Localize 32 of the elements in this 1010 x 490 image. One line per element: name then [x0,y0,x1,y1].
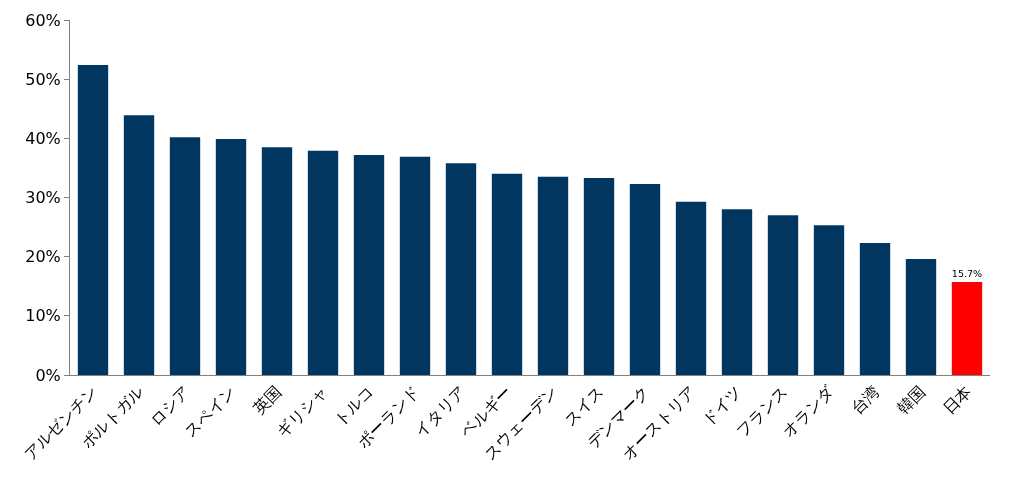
y-tick-label: 10% [25,306,61,326]
y-tick-label: 40% [25,128,61,148]
x-tick-label: 英国 [249,382,286,419]
bar [123,115,155,375]
x-tick-label: 台湾 [847,382,884,419]
bar [583,177,615,375]
bar [859,243,891,375]
bar [307,150,339,375]
x-tick-label: 日本 [939,382,976,419]
bar [905,259,937,375]
bar [537,176,569,375]
bar [813,225,845,375]
bar [767,215,799,375]
bar [629,183,661,375]
y-tick-label: 60% [25,10,61,30]
bar [951,282,983,375]
data-label: 15.7% [951,267,983,279]
bar [675,201,707,375]
y-tick-label: 0% [35,365,61,385]
bar [399,156,431,375]
bar [215,138,247,375]
y-tick-label: 30% [25,188,61,208]
bar [169,137,201,375]
bar [77,64,109,375]
y-tick-label: 20% [25,247,61,267]
bar [445,163,477,375]
bar [721,209,753,375]
bar [491,173,523,375]
y-tick-label: 50% [25,69,61,89]
bar [353,154,385,375]
x-tick-label: 韓国 [893,382,930,419]
bar [261,147,293,375]
